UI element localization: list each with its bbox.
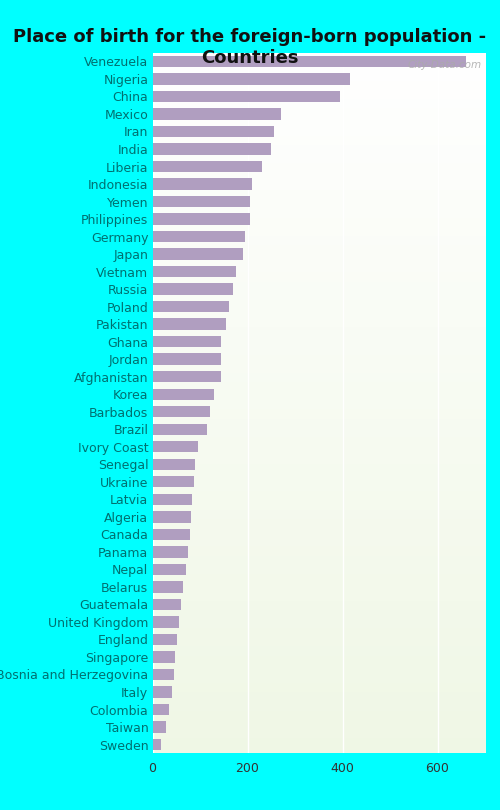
Bar (152, 178, 252, 190)
Bar (152, 722, 166, 733)
Bar (152, 249, 243, 260)
Bar (152, 651, 176, 663)
Bar (152, 196, 250, 207)
Bar (152, 441, 198, 453)
Bar (152, 143, 271, 155)
Bar (152, 301, 228, 313)
Bar (152, 91, 340, 102)
Text: City-Data.com: City-Data.com (408, 60, 482, 70)
Bar (152, 353, 222, 365)
Text: Place of birth for the foreign-born population -
Countries: Place of birth for the foreign-born popu… (14, 28, 486, 67)
Bar (152, 424, 207, 435)
Bar (152, 546, 188, 557)
Bar (152, 73, 350, 84)
Bar (152, 669, 174, 680)
Bar (152, 109, 281, 120)
Bar (152, 56, 466, 67)
Bar (152, 511, 190, 522)
Bar (152, 564, 186, 575)
Bar (152, 318, 226, 330)
Bar (152, 161, 262, 173)
Bar (152, 582, 184, 593)
Bar (152, 476, 194, 488)
Bar (152, 493, 192, 505)
Bar (152, 633, 177, 645)
Bar (152, 371, 222, 382)
Bar (152, 213, 250, 224)
Bar (152, 686, 172, 697)
Bar (152, 529, 190, 540)
Bar (152, 126, 274, 137)
Bar (152, 406, 210, 417)
Bar (152, 599, 181, 610)
Bar (152, 739, 161, 750)
Bar (152, 389, 214, 400)
Bar (152, 616, 178, 628)
Bar (152, 458, 195, 470)
Bar (152, 284, 233, 295)
Bar (152, 336, 222, 347)
Bar (152, 266, 236, 277)
Bar (152, 704, 169, 715)
Bar (152, 231, 245, 242)
